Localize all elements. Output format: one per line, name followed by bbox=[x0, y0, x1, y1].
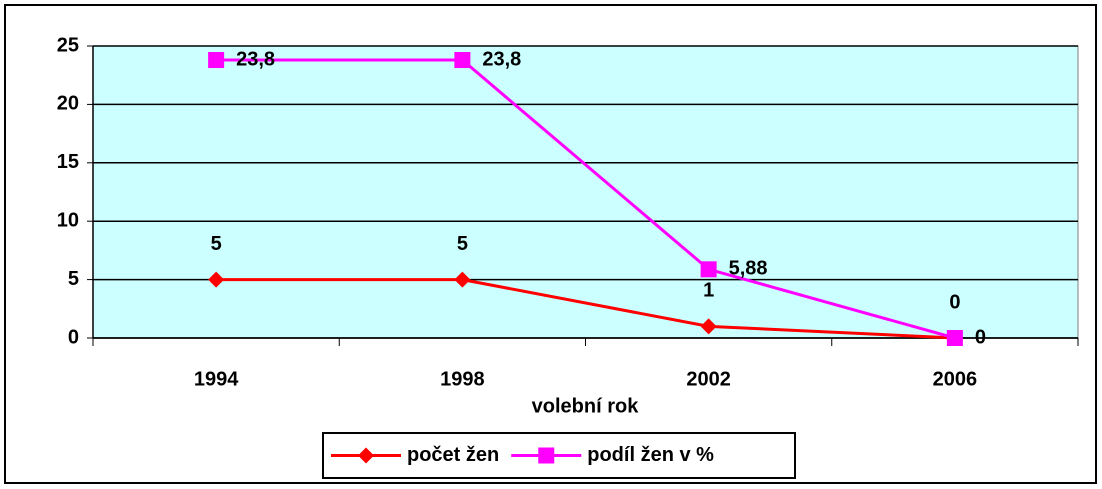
legend-label: podíl žen v % bbox=[587, 444, 714, 466]
x-axis-label: volební rok bbox=[532, 395, 640, 417]
data-label: 5 bbox=[211, 233, 222, 255]
x-tick-label: 1998 bbox=[440, 368, 485, 390]
plot-area bbox=[92, 45, 1079, 339]
data-point bbox=[454, 271, 471, 288]
data-label: 5 bbox=[457, 233, 468, 255]
data-point bbox=[700, 261, 717, 278]
data-point bbox=[208, 271, 225, 288]
y-tick-label: 0 bbox=[68, 326, 79, 348]
data-label: 0 bbox=[949, 291, 960, 313]
series-line bbox=[216, 278, 955, 340]
data-point bbox=[208, 52, 225, 69]
y-tick-label: 25 bbox=[57, 34, 79, 56]
data-label: 5,88 bbox=[729, 258, 768, 280]
y-tick-label: 15 bbox=[57, 151, 79, 173]
data-label: 23,8 bbox=[482, 48, 521, 70]
data-point bbox=[700, 318, 717, 335]
data-label: 0 bbox=[975, 326, 986, 348]
data-point bbox=[454, 52, 471, 69]
y-tick-label: 20 bbox=[57, 93, 79, 115]
x-tick-label: 2006 bbox=[933, 368, 978, 390]
y-tick-label: 10 bbox=[57, 209, 79, 231]
series-line bbox=[216, 58, 956, 340]
legend-label: počet žen bbox=[407, 444, 499, 466]
data-label: 23,8 bbox=[236, 48, 275, 70]
legend-marker bbox=[358, 447, 374, 464]
data-label: 1 bbox=[703, 280, 714, 302]
legend-marker bbox=[538, 447, 555, 464]
x-tick-label: 1994 bbox=[194, 368, 239, 390]
y-tick-label: 5 bbox=[68, 268, 79, 290]
data-point bbox=[946, 330, 963, 346]
x-tick-label: 2002 bbox=[686, 368, 731, 390]
